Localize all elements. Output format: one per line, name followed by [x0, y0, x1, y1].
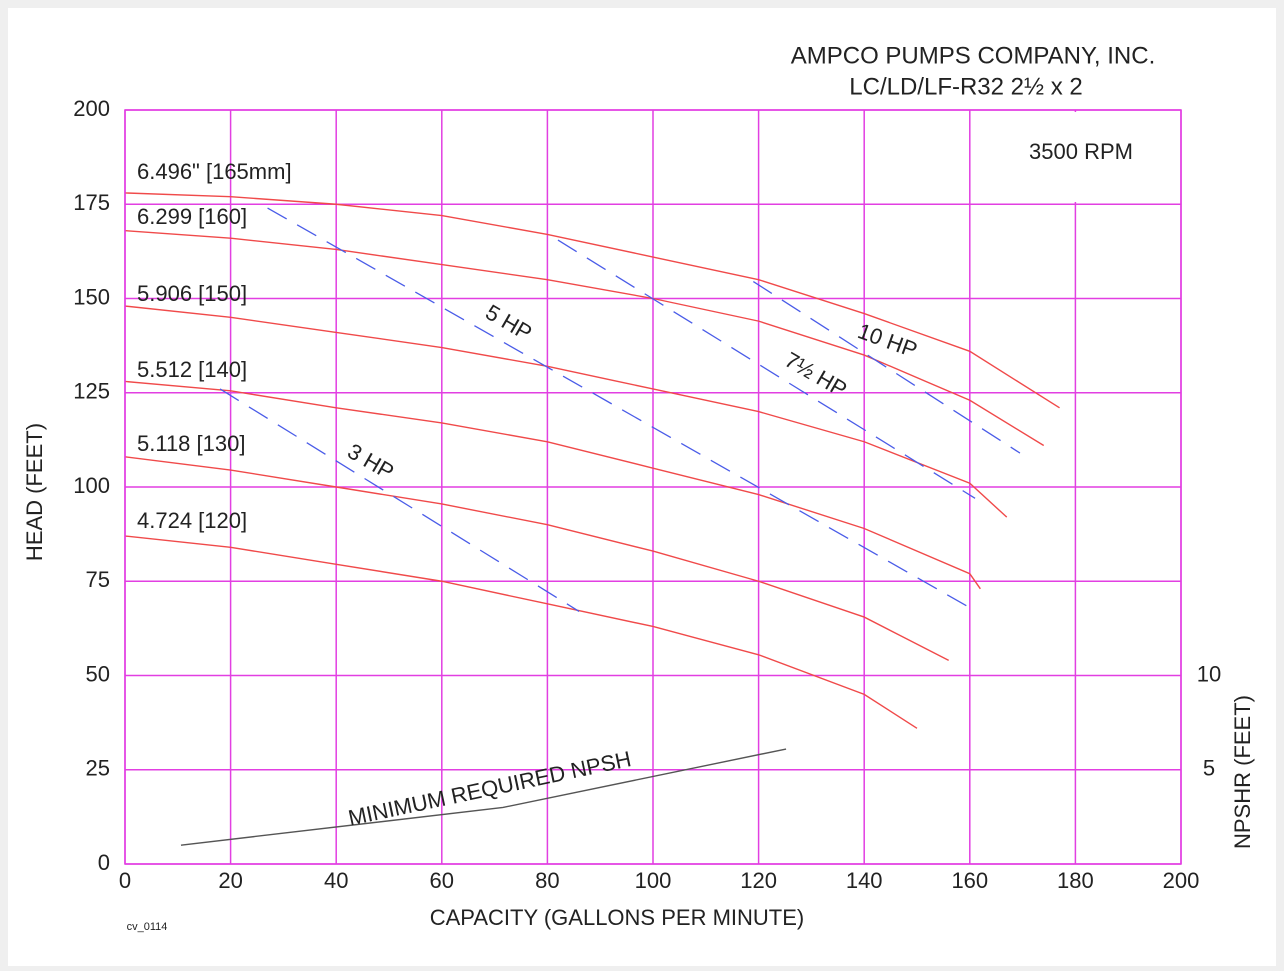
x-tick-label: 80 [535, 868, 559, 893]
y-tick-label: 50 [86, 661, 110, 686]
head-curve [124, 192, 1060, 409]
chart-title: AMPCO PUMPS COMPANY, INC. [791, 42, 1156, 69]
series-label: 6.299 [160] [137, 204, 247, 229]
series-label: 5.906 [150] [137, 281, 247, 306]
chart-code: cv_0114 [127, 921, 168, 933]
npsh-line [180, 748, 787, 846]
chart-subtitle: LC/LD/LF-R32 2½ x 2 [849, 73, 1082, 100]
y-tick-label: 0 [98, 850, 110, 875]
head-curve [124, 456, 949, 662]
series-label: 4.724 [120] [137, 508, 247, 533]
x-tick-label: 160 [951, 868, 988, 893]
x-tick-label: 60 [430, 868, 454, 893]
head-curve [124, 229, 1045, 447]
x-tick-label: 200 [1163, 868, 1200, 893]
y-tick-label: 150 [73, 284, 110, 309]
x-tick-label: 20 [218, 868, 242, 893]
series-label: 5.118 [130] [137, 431, 245, 456]
x-tick-label: 140 [846, 868, 883, 893]
y-tick-label: 25 [86, 756, 110, 781]
y-tick-label: 75 [86, 567, 110, 592]
head-curve [124, 535, 918, 729]
y-tick-label: 100 [73, 473, 110, 498]
head-curve [124, 380, 981, 590]
power-line [752, 280, 1021, 454]
plot-frame [124, 109, 1182, 865]
x-axis-label: CAPACITY (GALLONS PER MINUTE) [430, 905, 804, 930]
power-line [557, 239, 976, 499]
y2-tick-label: 5 [1203, 756, 1215, 781]
y-tick-label: 175 [73, 190, 110, 215]
x-tick-label: 40 [324, 868, 348, 893]
power-line [219, 388, 580, 612]
x-tick-label: 0 [119, 868, 131, 893]
y2-axis-label: NPSHR (FEET) [1230, 695, 1255, 849]
rpm-note: 3500 RPM [1029, 139, 1133, 164]
y-tick-label: 200 [73, 96, 110, 121]
y-tick-label: 125 [73, 379, 110, 404]
y-axis-label: HEAD (FEET) [22, 423, 47, 561]
series-label: 5.512 [140] [137, 357, 247, 382]
series-label: 6.496" [165mm] [137, 159, 292, 184]
x-tick-label: 180 [1057, 868, 1094, 893]
y2-tick-label: 10 [1197, 661, 1221, 686]
x-tick-label: 100 [635, 868, 672, 893]
note-background [1030, 112, 1178, 202]
x-tick-label: 120 [740, 868, 777, 893]
